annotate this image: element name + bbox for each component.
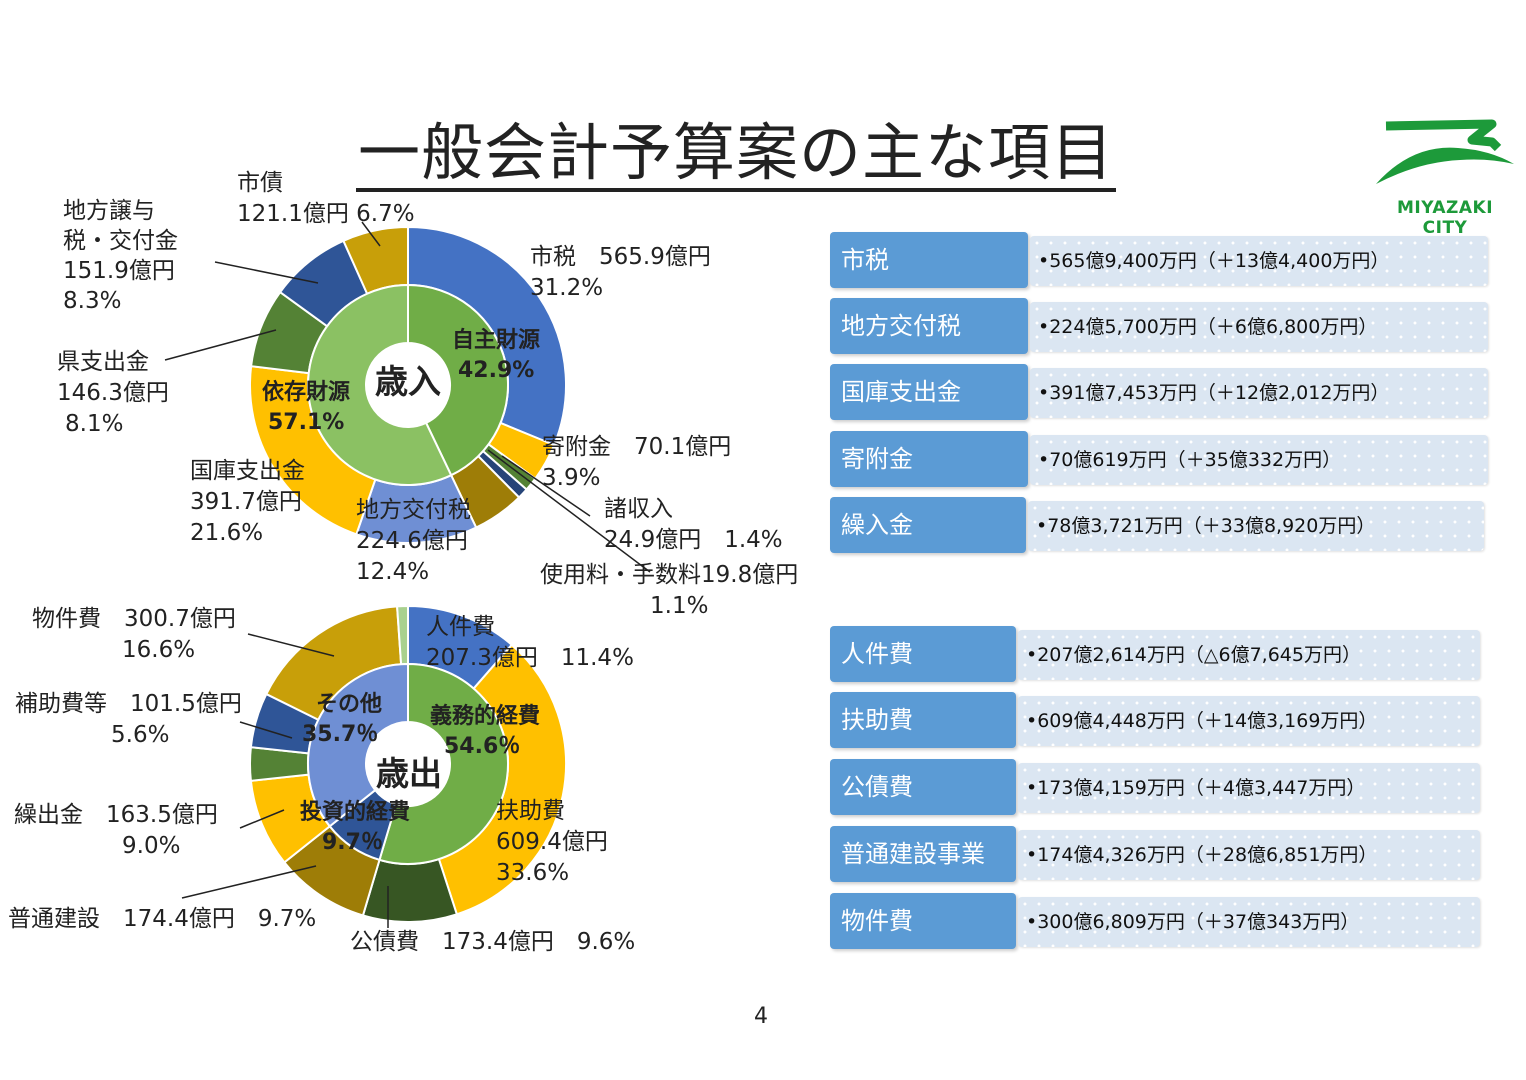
label-jouyozei: 地方譲与 税・交付金 151.9億円 8.3% (63, 198, 178, 314)
page-number: 4 (754, 1004, 768, 1029)
label-futsuu-kensetsu: 普通建設 174.4億円 9.7% (8, 906, 317, 932)
label-koufuzei: 地方交付税 224.6億円 12.4% (356, 497, 471, 585)
rev-center-hole (366, 343, 450, 427)
row-label: 市税 (830, 232, 1028, 288)
row-label: 地方交付税 (830, 298, 1028, 354)
expenditure-donut-chart (248, 604, 567, 923)
label-izon-zaigen: 依存財源 57.1% (262, 380, 351, 435)
label-bukkenhi: 物件費 300.7億円 16.6% (32, 606, 236, 663)
row-value: •609億4,448万円（＋14億3,169万円） (1018, 696, 1480, 746)
row-label: 普通建設事業 (830, 826, 1016, 882)
row-label: 繰入金 (830, 497, 1026, 553)
label-toushiteki-keihi: 投資的経費 9.7％ (300, 800, 411, 855)
label-jinkenhi: 人件費 207.3億円 11.4% (426, 614, 634, 671)
label-kenshishutsukin: 県支出金 146.3億円 8.1% (57, 349, 169, 437)
row-value: •391億7,453万円（＋12億2,012万円） (1030, 368, 1488, 418)
row-value: •174億4,326万円（＋28億6,851万円） (1018, 830, 1480, 880)
leader-lines (164, 221, 651, 928)
rev-inner-slice-0 (407, 283, 509, 477)
row-label: 公債費 (830, 759, 1016, 815)
city-logo: MIYAZAKI CITY (1372, 118, 1518, 238)
row-label: 人件費 (830, 626, 1016, 682)
row-value: •565億9,400万円（＋13億4,400万円） (1030, 236, 1488, 286)
label-gimuteki-keihi: 義務的経費 54.6％ (430, 704, 541, 759)
logo-mark-icon (1376, 119, 1514, 184)
row-value: •300億6,809万円（＋37億343万円） (1018, 897, 1480, 947)
label-kousaihi: 公債費 173.4億円 9.6% (350, 929, 636, 955)
label-fujohi: 扶助費 609.4億円 33.6% (496, 798, 608, 886)
label-hojohi: 補助費等 101.5億円 5.6% (15, 691, 242, 748)
row-label: 国庫支出金 (830, 364, 1028, 420)
row-value: •224億5,700万円（＋6億6,800万円） (1030, 302, 1488, 352)
logo-text: MIYAZAKI CITY (1396, 198, 1494, 238)
label-shiyouryou: 使用料・手数料19.8億円 1.1% (540, 562, 799, 619)
row-label: 扶助費 (830, 692, 1016, 748)
label-jishu-zaigen: 自主財源 42.9% (452, 328, 541, 383)
label-kuridashikin: 繰出金 163.5億円 9.0% (14, 802, 218, 859)
label-sainyuu: 歳入 (375, 362, 441, 401)
label-shoshuunyuu: 諸収入 24.9億円 1.4% (604, 496, 783, 553)
label-shizei: 市税 565.9億円 31.2% (530, 244, 711, 301)
row-value: •207億2,614万円（△6億7,645万円） (1018, 630, 1480, 680)
exp-center-hole (366, 722, 450, 806)
row-value: •78億3,721万円（＋33億8,920万円） (1028, 501, 1484, 551)
label-shisai: 市債 121.1億円 6.7% (237, 170, 415, 227)
row-label: 寄附金 (830, 431, 1028, 487)
label-kokko: 国庫支出金 391.7億円 21.6% (190, 458, 305, 546)
row-value: •173億4,159万円（＋4億3,447万円） (1018, 763, 1480, 813)
label-saishutsu: 歳出 (376, 754, 442, 793)
label-kifukin: 寄附金 70.1億円 3.9% (542, 434, 732, 491)
row-value: •70億619万円（＋35億332万円） (1030, 435, 1488, 485)
row-label: 物件費 (830, 893, 1016, 949)
label-sonota: その他 35.7％ (302, 692, 383, 747)
page-title: 一般会計予算案の主な項目 (356, 118, 1117, 192)
